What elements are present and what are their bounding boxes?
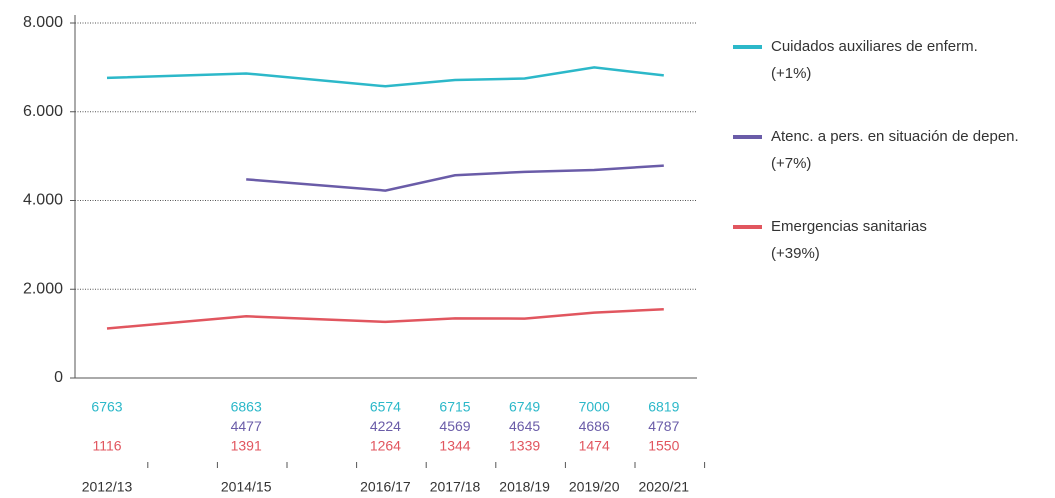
data-label: 4686 [579, 418, 610, 434]
data-label: 4787 [648, 418, 679, 434]
data-label: 6749 [509, 399, 540, 415]
data-label: 4569 [439, 418, 470, 434]
y-tick-label: 8.000 [23, 14, 63, 31]
data-label: 1116 [92, 438, 121, 454]
data-label: 4645 [509, 418, 540, 434]
series-line [246, 164, 664, 192]
data-label: 6819 [648, 399, 679, 415]
legend-label: Atenc. a pers. en situación de depen. [771, 128, 1019, 145]
x-tick-label: 2017/18 [430, 479, 481, 495]
x-tick-label: 2016/17 [360, 479, 411, 495]
data-label: 4224 [370, 418, 401, 434]
x-tick-label: 2019/20 [569, 479, 620, 495]
series-line [106, 307, 664, 330]
data-label: 1339 [509, 438, 540, 454]
data-label: 6763 [91, 399, 122, 415]
data-label: 6715 [439, 399, 470, 415]
data-label: 6574 [370, 399, 401, 415]
legend-label: Cuidados auxiliares de enferm. [771, 38, 978, 55]
data-label: 1474 [579, 438, 610, 454]
data-label: 1550 [648, 438, 679, 454]
data-label: 1344 [439, 438, 470, 454]
x-tick-label: 2020/21 [638, 479, 689, 495]
x-tick-label: 2018/19 [499, 479, 550, 495]
series-line [106, 66, 664, 88]
data-label: 4477 [231, 418, 262, 434]
x-tick-label: 2012/13 [82, 479, 133, 495]
x-tick-label: 2014/15 [221, 479, 272, 495]
y-tick-label: 6.000 [23, 103, 63, 120]
legend-change: (+1%) [771, 65, 811, 82]
y-tick-label: 2.000 [23, 280, 63, 297]
data-label: 6863 [231, 399, 262, 415]
legend-change: (+7%) [771, 155, 811, 172]
data-label: 1391 [231, 438, 262, 454]
legend-label: Emergencias sanitarias [771, 218, 927, 235]
legend-change: (+39%) [771, 245, 820, 262]
y-tick-label: 0 [54, 369, 63, 386]
data-label: 1264 [370, 438, 401, 454]
data-label: 7000 [579, 399, 610, 415]
y-tick-label: 4.000 [23, 192, 63, 209]
